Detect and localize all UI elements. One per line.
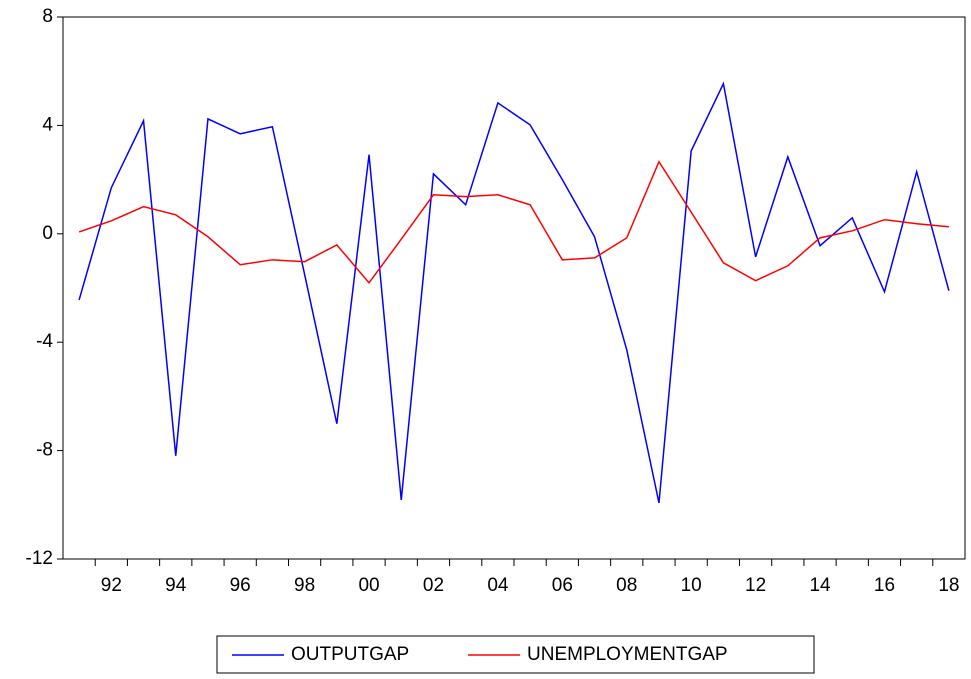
x-tick-label: 18 — [938, 575, 959, 596]
x-tick-label: 06 — [552, 575, 573, 596]
legend-label: OUTPUTGAP — [291, 644, 409, 665]
x-tick-label: 00 — [358, 575, 379, 596]
x-tick-label: 12 — [745, 575, 766, 596]
series-line — [78, 160, 949, 285]
x-tick-label: 92 — [101, 575, 122, 596]
y-tick-label: 8 — [42, 6, 53, 27]
x-tick-label: 96 — [230, 575, 251, 596]
x-tick-label: 14 — [809, 575, 831, 596]
y-tick-label: -8 — [36, 440, 53, 461]
x-tick-label: 02 — [423, 575, 444, 596]
y-tick-label: -12 — [26, 548, 53, 569]
x-tick-label: 04 — [487, 575, 509, 596]
plot-frame — [62, 16, 966, 560]
y-tick-label: -4 — [36, 331, 53, 352]
series-line — [78, 81, 950, 504]
x-tick-label: 94 — [165, 575, 187, 596]
x-tick-label: 10 — [681, 575, 702, 596]
y-tick-label: 0 — [42, 223, 53, 244]
y-tick-label: 4 — [42, 114, 53, 135]
x-tick-label: 08 — [616, 575, 637, 596]
x-tick-label: 98 — [294, 575, 315, 596]
legend-label: UNEMPLOYMENTGAP — [527, 644, 728, 665]
x-tick-label: 16 — [874, 575, 895, 596]
